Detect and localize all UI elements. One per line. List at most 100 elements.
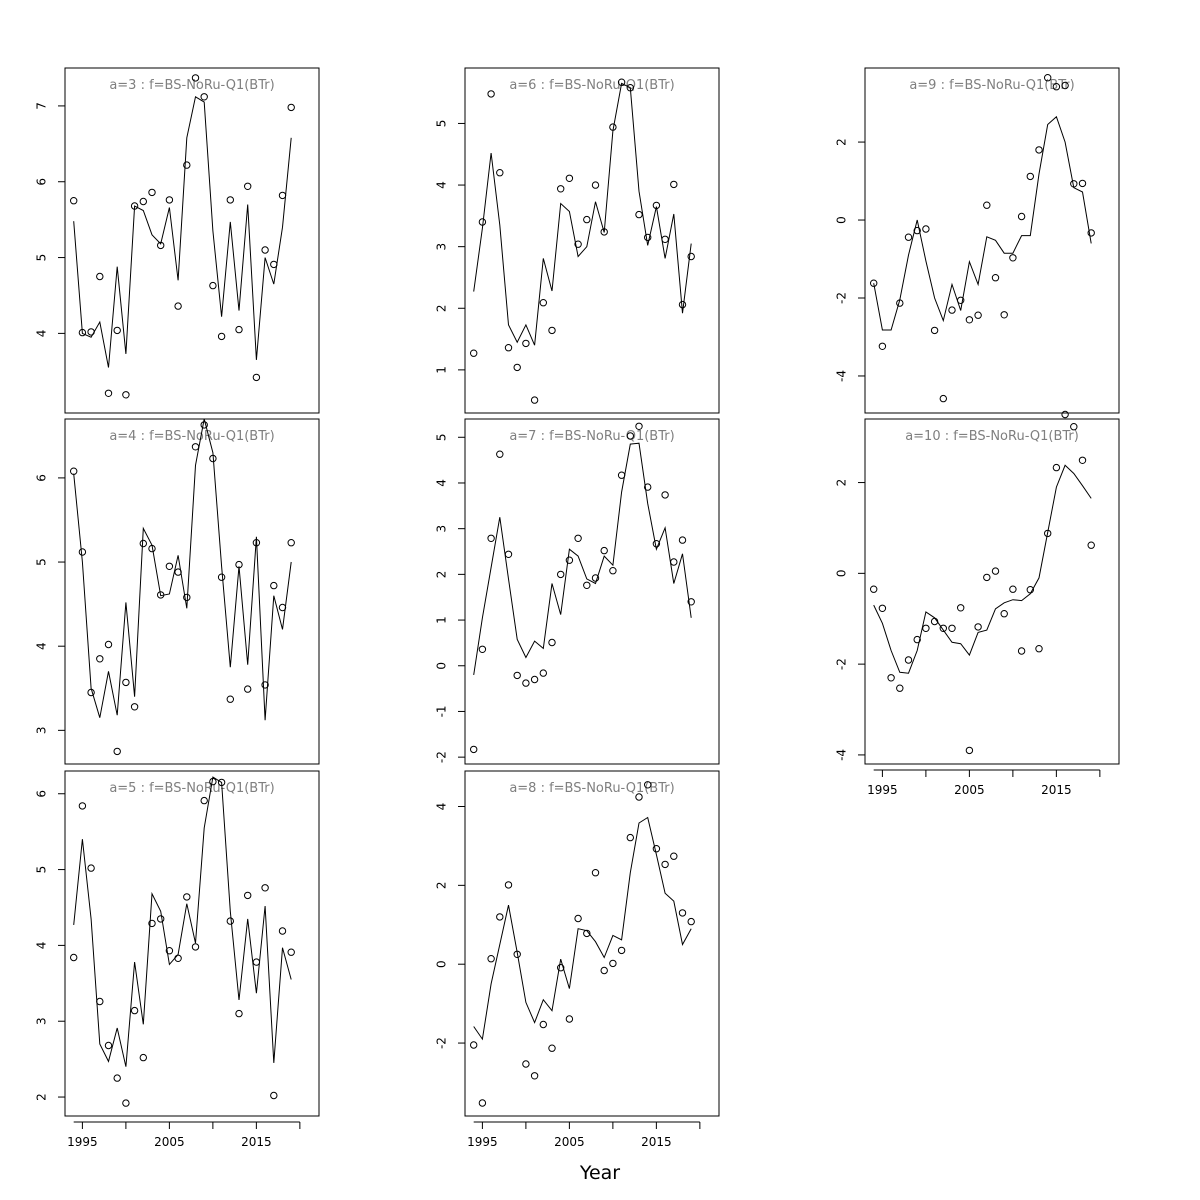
observed-point [191,74,200,82]
panel-frame [64,418,320,765]
observed-point [635,422,643,430]
y-tick-label: 2 [435,882,449,890]
observed-point [487,534,495,542]
observed-point [261,681,269,689]
y-tick-label: 2 [835,479,849,487]
y-tick-label: 0 [435,662,449,670]
observed-point [252,373,261,382]
observed-point [174,954,182,962]
observed-point [191,443,200,451]
y-tick-label: 2 [835,138,849,146]
observed-point [191,943,200,951]
y-tick-label: 4 [35,642,49,650]
x-axis-title: Year [579,1162,620,1184]
observed-point [1017,212,1026,221]
observed-point [104,1041,113,1050]
observed-point [1070,423,1078,431]
observed-point [1017,647,1026,655]
y-tick-label: 5 [35,254,49,262]
observed-point [661,235,669,244]
observed-point [591,574,600,582]
panel-frame [864,67,1120,414]
observed-point [1035,645,1043,653]
observed-point [939,624,947,632]
observed-point [904,233,913,241]
observed-point [209,454,217,463]
observed-point [948,624,956,632]
observed-point [687,598,695,606]
observed-point [470,745,478,754]
observed-point [87,328,95,336]
observed-point [530,675,539,684]
panel-8: a=8 : f=BS-NoRu-Q1(BTr) -2 0 2 4 1995 2005 2015 [435,770,720,1149]
observed-point [148,919,156,928]
panel-frame [464,418,720,765]
observed-point [661,860,669,869]
observed-point [635,793,643,801]
panel-10: a=10 : f=BS-NoRu-Q1(BTr) -4 -2 0 2 1995 2005 20… [835,410,1120,797]
observed-point [600,966,608,975]
observed-point [1009,585,1017,593]
observed-point [157,591,165,599]
y-tick-label: -2 [435,751,449,763]
observed-point [644,781,652,789]
observed-point [217,778,226,787]
observed-point [1070,180,1078,188]
observed-point [617,78,626,86]
observed-point [487,955,495,963]
observed-point [887,674,895,682]
observed-point [687,252,695,261]
observed-point [548,326,556,335]
observed-point [609,959,617,968]
observed-point [939,394,947,403]
observed-point [278,927,287,935]
observed-point [113,747,121,756]
y-tick-label: 3 [35,727,49,735]
fitted-line [73,96,292,368]
observed-point [96,655,104,663]
observed-point [130,703,139,711]
observed-point [600,228,608,236]
panel-frame [64,67,320,414]
x-tick-label: 2015 [641,1135,672,1149]
observed-point [87,864,95,872]
panel-title: a=4 : f=BS-NoRu-Q1(BTr) [109,429,274,444]
observed-point [226,917,235,925]
y-tick-label: 5 [435,120,449,128]
observed-point [522,1060,530,1068]
y-tick-label: -2 [435,1037,449,1049]
y-tick-label: 3 [435,525,449,533]
observed-point [1009,254,1017,262]
observed-point [278,191,287,200]
y-tick-label: 6 [35,474,49,482]
observed-point [504,881,513,889]
panel-7: a=7 : f=BS-NoRu-Q1(BTr) -2 -1 0 1 2 3 4 5 [435,418,720,765]
observed-point [252,539,261,547]
y-tick-label: -4 [835,370,849,382]
observed-point [113,326,121,335]
observed-point [974,623,982,631]
observed-point [235,560,243,569]
x-tick-label: 2005 [554,1135,585,1149]
observed-point [70,467,78,475]
observed-point [870,279,878,287]
observed-point [644,233,652,242]
observed-point [513,363,521,372]
observed-point [965,746,974,755]
observed-point [652,201,661,210]
observed-point [244,685,252,693]
panel-frame [464,67,720,414]
y-tick-label: 7 [35,102,49,110]
observed-point [70,197,78,205]
observed-point [591,869,600,877]
panel-title: a=9 : f=BS-NoRu-Q1(BTr) [909,78,1074,93]
panel-title: a=6 : f=BS-NoRu-Q1(BTr) [509,78,674,93]
observed-point [270,1091,278,1100]
observed-point [104,640,113,649]
panel-title: a=8 : f=BS-NoRu-Q1(BTr) [509,781,674,796]
observed-point [122,678,130,687]
observed-point [78,548,87,556]
observed-point [130,202,139,210]
observed-point [652,845,661,853]
